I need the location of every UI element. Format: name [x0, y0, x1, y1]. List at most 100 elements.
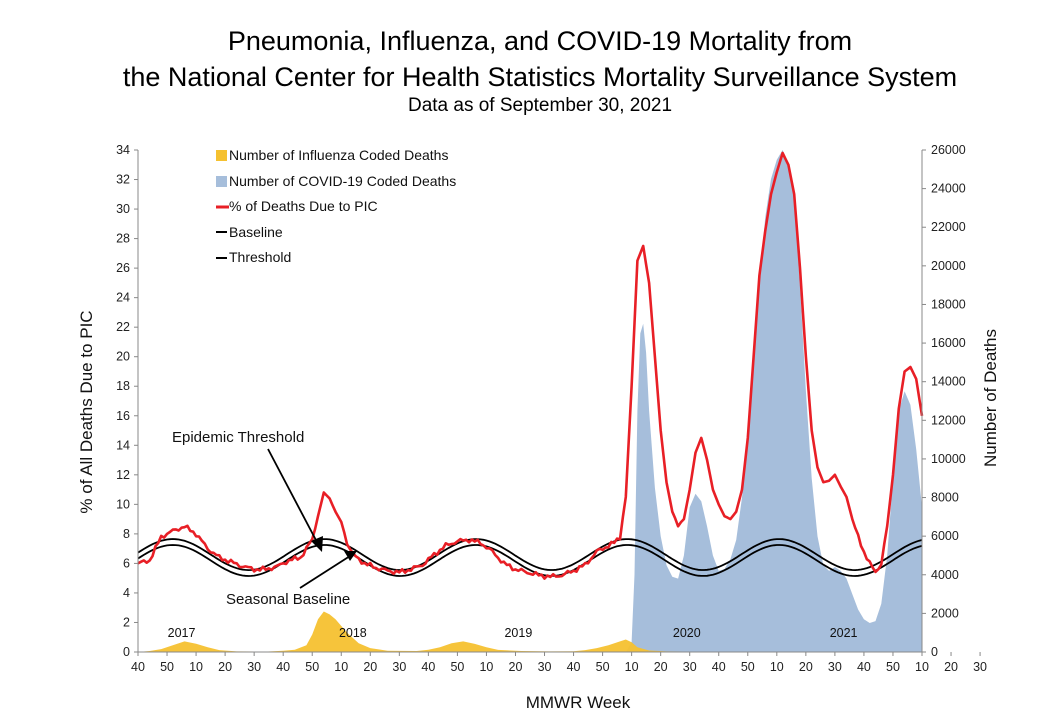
annotation-epidemic-threshold-arrowhead: [311, 536, 323, 552]
annotation-epidemic-threshold: Epidemic Threshold: [172, 429, 323, 552]
x-tick-label: 10: [915, 660, 929, 674]
year-label: 2020: [673, 626, 701, 640]
y-right-tick-label: 2000: [931, 606, 959, 620]
chart-title-line2: the National Center for Health Statistic…: [123, 62, 957, 92]
annotation-seasonal-baseline-text: Seasonal Baseline: [226, 591, 350, 608]
y-left-tick-label: 8: [123, 527, 130, 541]
annotation-epidemic-threshold-text: Epidemic Threshold: [172, 429, 304, 446]
influenza-deaths-area: [138, 611, 922, 652]
y-left-tick-label: 22: [116, 320, 130, 334]
legend-item-pic: % of Deaths Due to PIC: [216, 198, 378, 214]
x-tick-label: 30: [683, 660, 697, 674]
legend-item-threshold: Threshold: [216, 249, 291, 265]
area-layer: [138, 150, 922, 652]
y-left-tick-label: 6: [123, 556, 130, 570]
y-right-tick-label: 0: [931, 645, 938, 659]
y-left-tick-label: 20: [116, 350, 130, 364]
x-tick-label: 10: [479, 660, 493, 674]
legend-item-baseline: Baseline: [216, 224, 283, 240]
y-right-tick-label: 10000: [931, 452, 966, 466]
x-tick-label: 30: [828, 660, 842, 674]
y-right-tick-label: 16000: [931, 336, 966, 350]
legend-item-covid: Number of COVID-19 Coded Deaths: [216, 173, 456, 189]
y-left-tick-label: 16: [116, 409, 130, 423]
y-left-tick-label: 12: [116, 468, 130, 482]
x-tick-label: 20: [218, 660, 232, 674]
legend-label-baseline: Baseline: [229, 224, 283, 240]
y-left-tick-label: 32: [116, 173, 130, 187]
x-tick-label: 50: [596, 660, 610, 674]
annotation-seasonal-baseline: Seasonal Baseline: [226, 551, 357, 608]
legend-label-covid: Number of COVID-19 Coded Deaths: [229, 173, 456, 189]
year-label: 2021: [830, 626, 858, 640]
y-left-tick-label: 18: [116, 379, 130, 393]
x-tick-label: 30: [247, 660, 261, 674]
y-right-tick-label: 20000: [931, 259, 966, 273]
y-left-tick-label: 24: [116, 291, 130, 305]
y-left-tick-label: 10: [116, 497, 130, 511]
covid-deaths-area: [625, 150, 922, 652]
y-right-tick-label: 26000: [931, 143, 966, 157]
y-left-tick-label: 34: [116, 143, 130, 157]
legend-swatch-covid: [216, 176, 227, 187]
y-left-tick-label: 4: [123, 586, 130, 600]
x-tick-label: 30: [538, 660, 552, 674]
y-left-tick-label: 28: [116, 232, 130, 246]
y-right-tick-label: 4000: [931, 568, 959, 582]
y-left-tick-label: 2: [123, 615, 130, 629]
x-tick-label: 40: [131, 660, 145, 674]
x-tick-label: 50: [741, 660, 755, 674]
annotation-epidemic-threshold-arrow: [267, 448, 319, 545]
year-label: 2019: [504, 626, 532, 640]
y-left-tick-label: 0: [123, 645, 130, 659]
y-left-tick-label: 30: [116, 202, 130, 216]
baseline-line: [137, 544, 923, 577]
threshold-line: [137, 538, 923, 572]
x-tick-label: 10: [189, 660, 203, 674]
y-right-tick-label: 12000: [931, 413, 966, 427]
x-tick-label: 10: [625, 660, 639, 674]
x-tick-label: 50: [886, 660, 900, 674]
y-right-tick-label: 24000: [931, 182, 966, 196]
y-axis-right-label: Number of Deaths: [981, 329, 1000, 467]
annotation-seasonal-baseline-arrowhead: [344, 551, 357, 561]
y-right-tick-label: 6000: [931, 529, 959, 543]
x-tick-label: 50: [450, 660, 464, 674]
y-axis-left-label: % of All Deaths Due to PIC: [77, 310, 96, 513]
pic-percent-line: [137, 151, 924, 580]
x-axis-label: MMWR Week: [526, 693, 631, 712]
x-tick-label: 20: [654, 660, 668, 674]
y-right-tick-label: 14000: [931, 375, 966, 389]
x-tick-label: 30: [392, 660, 406, 674]
x-tick-label: 40: [857, 660, 871, 674]
x-tick-label: 40: [421, 660, 435, 674]
annotation-seasonal-baseline-arrow: [299, 555, 351, 589]
x-tick-label: 50: [305, 660, 319, 674]
legend-label-threshold: Threshold: [229, 249, 291, 265]
chart-subtitle: Data as of September 30, 2021: [408, 95, 672, 116]
x-tick-label: 20: [509, 660, 523, 674]
y-left-tick-label: 14: [116, 438, 130, 452]
x-tick-label: 40: [276, 660, 290, 674]
legend-label-pic: % of Deaths Due to PIC: [229, 198, 378, 214]
y-right-tick-label: 22000: [931, 220, 966, 234]
y-left-tick-label: 26: [116, 261, 130, 275]
x-tick-label: 30: [973, 660, 987, 674]
x-tick-label: 40: [567, 660, 581, 674]
y-right-tick-label: 18000: [931, 297, 966, 311]
legend: Number of Influenza Coded Deaths Number …: [216, 147, 456, 265]
x-tick-label: 10: [334, 660, 348, 674]
x-tick-label: 10: [770, 660, 784, 674]
year-label: 2018: [339, 626, 367, 640]
legend-item-influenza: Number of Influenza Coded Deaths: [216, 147, 448, 163]
y-right-tick-label: 8000: [931, 491, 959, 505]
chart-title-line1: Pneumonia, Influenza, and COVID-19 Morta…: [228, 26, 852, 56]
x-tick-label: 20: [799, 660, 813, 674]
x-tick-label: 40: [712, 660, 726, 674]
x-tick-label: 50: [160, 660, 174, 674]
legend-label-influenza: Number of Influenza Coded Deaths: [229, 147, 448, 163]
x-tick-label: 20: [363, 660, 377, 674]
year-label: 2017: [168, 626, 196, 640]
